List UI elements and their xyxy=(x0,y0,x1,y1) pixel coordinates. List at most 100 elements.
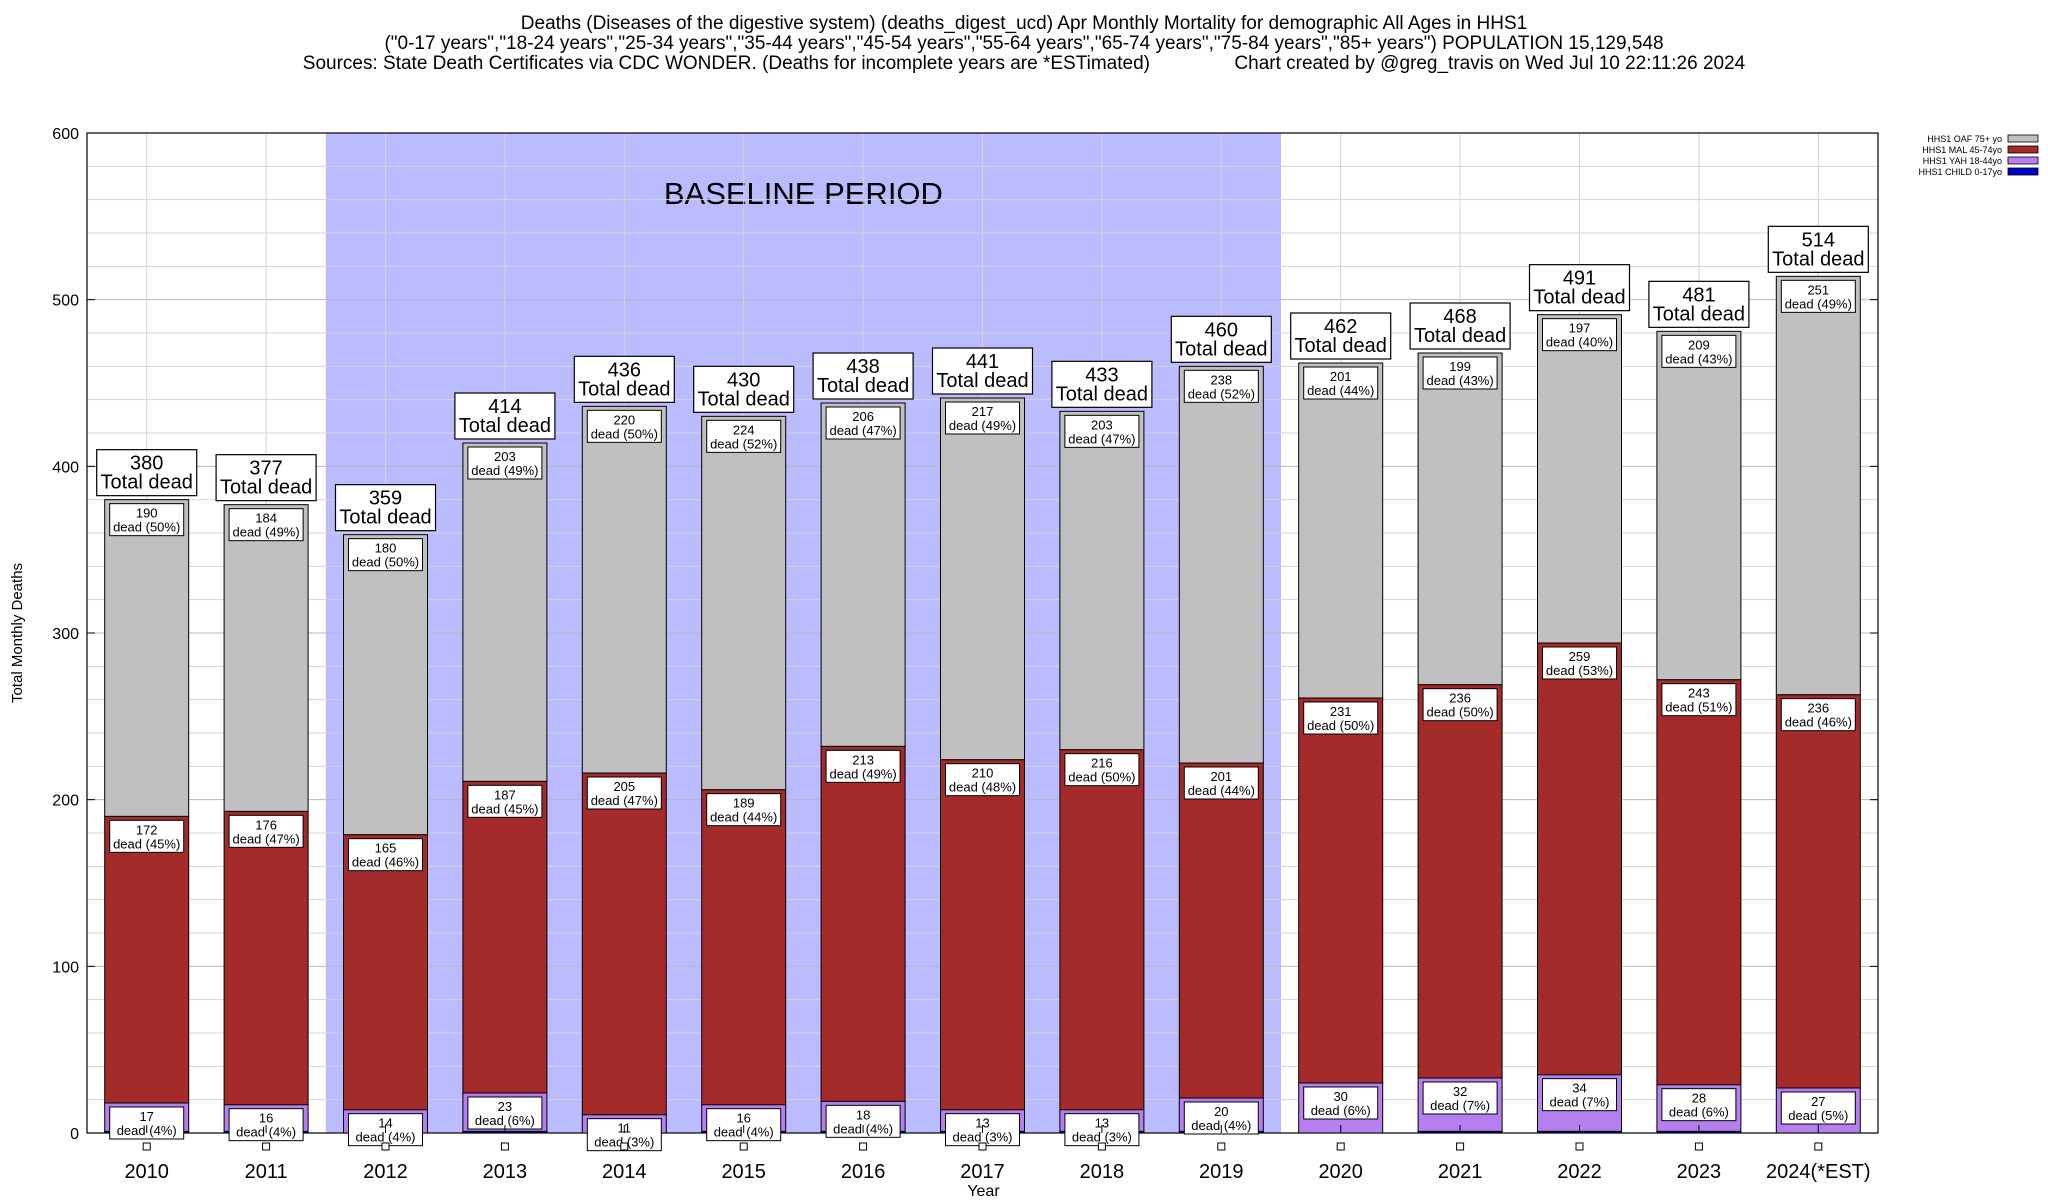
segment-label-box xyxy=(586,776,662,810)
segment-label-box xyxy=(1542,646,1617,680)
segment-value-label: 213 xyxy=(852,752,874,767)
segment-value-label: 17 xyxy=(139,1109,153,1124)
segment-value-label: 251 xyxy=(1807,282,1829,297)
segment-label-box xyxy=(1780,279,1856,313)
child-series-marker xyxy=(500,1142,509,1151)
segment-value-label: 165 xyxy=(375,841,397,856)
bar-segment xyxy=(820,402,906,747)
x-tick-label: 2018 xyxy=(1080,1161,1125,1183)
bar-segment xyxy=(462,780,548,1094)
bar-segment xyxy=(1178,365,1264,764)
segment-percent-label: dead (49%) xyxy=(471,463,538,478)
segment-percent-label: dead (50%) xyxy=(113,520,180,535)
segment-value-label: 205 xyxy=(613,779,635,794)
x-tick-label: 2023 xyxy=(1677,1161,1722,1183)
segment-label-box xyxy=(706,1108,782,1142)
y-axis-label: Total Monthly Deaths xyxy=(9,563,26,703)
segment-value-label: 20 xyxy=(1214,1104,1228,1119)
total-dead-label: Total dead xyxy=(1533,287,1625,309)
segment-value-label: 224 xyxy=(733,422,755,437)
segment-percent-label: dead (49%) xyxy=(829,766,896,781)
legend-label: HHS1 OAF 75+ yo xyxy=(1927,134,2002,144)
total-dead-label: Total dead xyxy=(220,477,312,499)
segment-value-label: 32 xyxy=(1453,1084,1467,1099)
segment-percent-label: dead (3%) xyxy=(594,1135,654,1150)
segment-label-box xyxy=(1661,683,1737,717)
segment-percent-label: dead (3%) xyxy=(953,1130,1013,1145)
legend-swatch xyxy=(2007,167,2039,176)
child-series-marker xyxy=(620,1142,629,1151)
y-tick-label: 100 xyxy=(52,959,79,976)
legend-swatch xyxy=(2007,156,2039,165)
total-dead-label: Total dead xyxy=(339,507,431,529)
child-series-marker xyxy=(381,1142,390,1151)
segment-label-box xyxy=(1780,698,1856,732)
total-label-box xyxy=(454,392,556,440)
segment-percent-label: dead (3%) xyxy=(1072,1130,1132,1145)
segment-label-box xyxy=(1422,1081,1498,1115)
segment-label-box xyxy=(228,1108,304,1142)
segment-label-box xyxy=(1303,701,1379,735)
total-value-label: 468 xyxy=(1443,306,1476,328)
total-dead-label: Total dead xyxy=(1295,335,1387,357)
child-series-marker xyxy=(262,1142,271,1151)
segment-value-label: 243 xyxy=(1688,686,1710,701)
segment-label-box xyxy=(1303,366,1379,400)
total-dead-label: Total dead xyxy=(936,370,1028,392)
segment-label-box xyxy=(1780,1091,1856,1125)
segment-label-box xyxy=(1064,414,1140,448)
x-tick-label: 2013 xyxy=(483,1161,528,1183)
total-label-box xyxy=(1528,264,1631,312)
segment-value-label: 184 xyxy=(255,511,277,526)
legend-label: HHS1 YAH 18-44yo xyxy=(1923,156,2002,166)
segment-value-label: 172 xyxy=(136,822,158,837)
segment-value-label: 30 xyxy=(1333,1089,1347,1104)
bar-segment xyxy=(223,810,309,1106)
segment-value-label: 238 xyxy=(1210,372,1232,387)
segment-label-box xyxy=(1183,766,1259,800)
bar-segment xyxy=(1417,352,1503,686)
bar-segment xyxy=(1775,275,1861,696)
total-dead-label: Total dead xyxy=(578,378,670,400)
y-tick-label: 600 xyxy=(52,126,79,143)
y-tick-label: 500 xyxy=(52,293,79,310)
total-value-label: 441 xyxy=(966,351,999,373)
segment-percent-label: dead (50%) xyxy=(1426,705,1493,720)
y-tick-label: 400 xyxy=(52,459,79,476)
segment-value-label: 176 xyxy=(255,817,277,832)
child-series-marker xyxy=(1575,1142,1584,1151)
segment-value-label: 236 xyxy=(1449,691,1471,706)
segment-label-box xyxy=(348,538,423,572)
bar-segment xyxy=(462,442,548,782)
segment-percent-label: dead (40%) xyxy=(1546,335,1613,350)
segment-value-label: 201 xyxy=(1330,369,1352,384)
segment-percent-label: dead (48%) xyxy=(949,780,1016,795)
segment-label-box xyxy=(586,409,662,443)
x-tick-label: 2017 xyxy=(960,1161,1005,1183)
bar-segment xyxy=(1417,684,1503,1079)
legend-label: HHS1 CHILD 0-17yo xyxy=(1918,167,2002,177)
total-label-box xyxy=(812,352,914,400)
x-tick-label: 2022 xyxy=(1557,1161,1602,1183)
segment-percent-label: dead (44%) xyxy=(1307,383,1374,398)
total-label-box xyxy=(1170,315,1272,363)
total-value-label: 414 xyxy=(488,396,521,418)
total-dead-label: Total dead xyxy=(1175,338,1267,360)
child-series-marker xyxy=(859,1142,868,1151)
segment-value-label: 13 xyxy=(1095,1116,1109,1131)
segment-value-label: 23 xyxy=(498,1099,512,1114)
y-tick-label: 0 xyxy=(70,1126,79,1143)
segment-value-label: 18 xyxy=(856,1107,870,1122)
total-label-box xyxy=(1051,360,1153,408)
bar-segment xyxy=(1537,314,1622,644)
segment-percent-label: dead (7%) xyxy=(1430,1098,1490,1113)
segment-label-box xyxy=(1422,356,1498,390)
bar-segment xyxy=(1298,697,1384,1084)
segment-label-box xyxy=(706,419,782,453)
bar-segment xyxy=(343,534,428,836)
total-value-label: 491 xyxy=(1563,268,1596,290)
segment-label-box xyxy=(228,814,304,848)
segment-percent-label: dead (49%) xyxy=(1785,296,1852,311)
chart-title: Deaths (Diseases of the digestive system… xyxy=(520,13,1528,34)
segment-value-label: 16 xyxy=(259,1111,273,1126)
